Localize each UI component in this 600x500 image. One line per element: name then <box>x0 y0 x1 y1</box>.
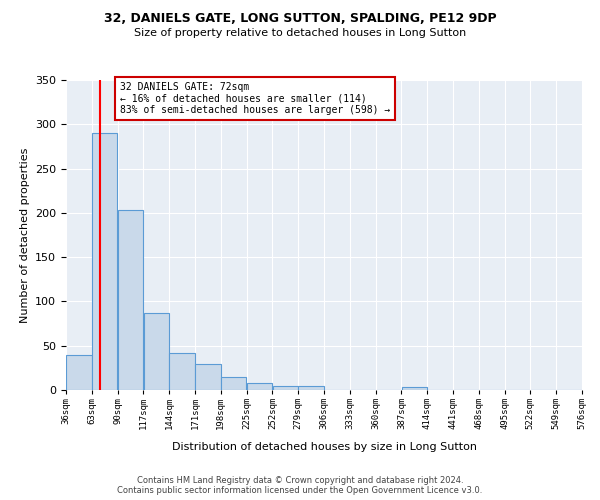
Bar <box>401 388 427 390</box>
Bar <box>195 364 221 390</box>
Text: Contains HM Land Registry data © Crown copyright and database right 2024.
Contai: Contains HM Land Registry data © Crown c… <box>118 476 482 495</box>
Bar <box>247 383 272 390</box>
Bar <box>92 133 118 390</box>
Bar <box>221 376 247 390</box>
Bar <box>169 353 195 390</box>
Y-axis label: Number of detached properties: Number of detached properties <box>20 148 29 322</box>
Text: Size of property relative to detached houses in Long Sutton: Size of property relative to detached ho… <box>134 28 466 38</box>
Bar <box>143 313 169 390</box>
Bar <box>298 386 324 390</box>
Text: 32, DANIELS GATE, LONG SUTTON, SPALDING, PE12 9DP: 32, DANIELS GATE, LONG SUTTON, SPALDING,… <box>104 12 496 26</box>
Text: Distribution of detached houses by size in Long Sutton: Distribution of detached houses by size … <box>172 442 476 452</box>
Text: 32 DANIELS GATE: 72sqm
← 16% of detached houses are smaller (114)
83% of semi-de: 32 DANIELS GATE: 72sqm ← 16% of detached… <box>119 82 390 115</box>
Bar <box>118 210 143 390</box>
Bar <box>66 354 92 390</box>
Bar <box>272 386 298 390</box>
